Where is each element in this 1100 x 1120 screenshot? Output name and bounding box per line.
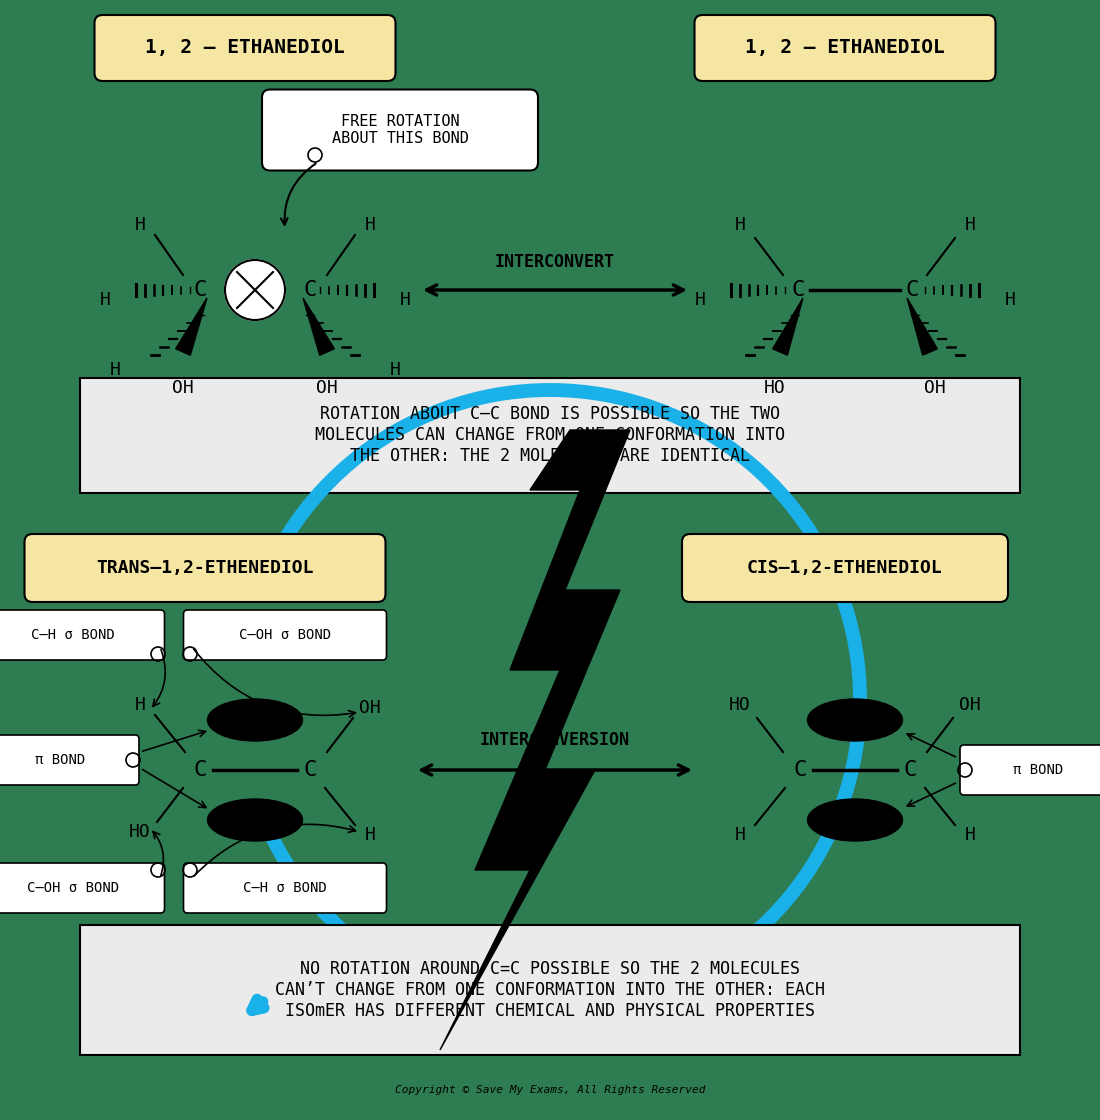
Text: C–OH σ BOND: C–OH σ BOND (26, 881, 119, 895)
FancyBboxPatch shape (184, 610, 386, 660)
Text: H: H (364, 216, 375, 234)
Polygon shape (908, 298, 937, 355)
Polygon shape (440, 430, 630, 1051)
Text: π BOND: π BOND (35, 753, 85, 767)
Text: FREE ROTATION
ABOUT THIS BOND: FREE ROTATION ABOUT THIS BOND (331, 114, 469, 147)
Text: CIS–1,2-ETHENEDIOL: CIS–1,2-ETHENEDIOL (747, 559, 943, 577)
Text: 1, 2 – ETHANEDIOL: 1, 2 – ETHANEDIOL (145, 38, 345, 57)
Text: HO: HO (129, 823, 151, 841)
Text: H: H (694, 291, 705, 309)
Text: ROTATION ABOUT C–C BOND IS POSSIBLE SO THE TWO
MOLECULES CAN CHANGE FROM ONE CON: ROTATION ABOUT C–C BOND IS POSSIBLE SO T… (315, 405, 785, 465)
FancyBboxPatch shape (682, 534, 1008, 603)
Text: OH: OH (316, 379, 338, 396)
Polygon shape (302, 298, 334, 355)
Text: C: C (905, 280, 918, 300)
Text: 1, 2 – ETHANEDIOL: 1, 2 – ETHANEDIOL (745, 38, 945, 57)
Ellipse shape (807, 699, 902, 741)
Text: NO ROTATION AROUND C=C POSSIBLE SO THE 2 MOLECULES
CAN’T CHANGE FROM ONE CONFORM: NO ROTATION AROUND C=C POSSIBLE SO THE 2… (275, 960, 825, 1020)
FancyBboxPatch shape (0, 735, 139, 785)
Text: H: H (735, 216, 746, 234)
Text: H: H (389, 361, 400, 379)
Text: H: H (399, 291, 410, 309)
Ellipse shape (208, 699, 302, 741)
Text: H: H (1004, 291, 1015, 309)
FancyBboxPatch shape (80, 925, 1020, 1055)
FancyBboxPatch shape (960, 745, 1100, 795)
Polygon shape (772, 298, 803, 355)
Text: H: H (965, 827, 976, 844)
Ellipse shape (807, 799, 902, 841)
Text: C: C (793, 760, 806, 780)
Text: OH: OH (359, 699, 381, 717)
Circle shape (226, 260, 285, 320)
FancyBboxPatch shape (95, 15, 396, 81)
FancyBboxPatch shape (262, 90, 538, 170)
Text: OH: OH (172, 379, 194, 396)
Text: C: C (791, 280, 805, 300)
Text: HO: HO (729, 696, 751, 715)
Text: H: H (364, 827, 375, 844)
Text: C: C (194, 280, 207, 300)
Text: OH: OH (959, 696, 981, 715)
Text: H: H (965, 216, 976, 234)
Text: HO: HO (764, 379, 785, 396)
Text: C: C (194, 760, 207, 780)
Text: C–OH σ BOND: C–OH σ BOND (239, 628, 331, 642)
Text: π BOND: π BOND (1013, 763, 1063, 777)
Text: C: C (903, 760, 916, 780)
Text: C: C (304, 280, 317, 300)
FancyBboxPatch shape (80, 377, 1020, 493)
Polygon shape (176, 298, 207, 355)
Text: TRANS–1,2-ETHENEDIOL: TRANS–1,2-ETHENEDIOL (97, 559, 314, 577)
Text: H: H (134, 696, 145, 715)
Text: H: H (735, 827, 746, 844)
Text: NO
INTERCONVERSION: NO INTERCONVERSION (480, 710, 630, 749)
FancyBboxPatch shape (184, 864, 386, 913)
Text: OH: OH (924, 379, 946, 396)
FancyBboxPatch shape (24, 534, 385, 603)
Text: H: H (110, 361, 120, 379)
FancyBboxPatch shape (0, 864, 165, 913)
Text: H: H (100, 291, 110, 309)
Ellipse shape (208, 799, 302, 841)
FancyBboxPatch shape (694, 15, 996, 81)
Text: C–H σ BOND: C–H σ BOND (31, 628, 114, 642)
Text: C–H σ BOND: C–H σ BOND (243, 881, 327, 895)
FancyBboxPatch shape (0, 610, 165, 660)
Text: C: C (304, 760, 317, 780)
Text: H: H (134, 216, 145, 234)
Text: Copyright © Save My Exams, All Rights Reserved: Copyright © Save My Exams, All Rights Re… (395, 1085, 705, 1095)
Text: INTERCONVERT: INTERCONVERT (495, 253, 615, 271)
